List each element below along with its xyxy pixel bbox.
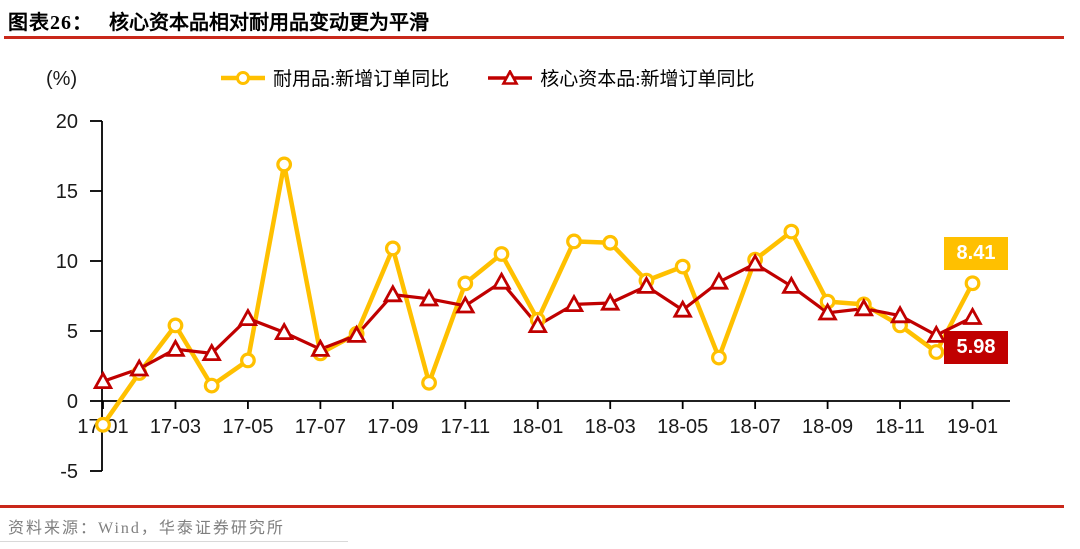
x-tick-label: 17-03	[150, 416, 201, 438]
series-line-0	[100, 162, 975, 428]
x-tick-label: 17-07	[295, 416, 346, 438]
marker-circle	[240, 352, 256, 369]
x-tick-label: 18-05	[657, 416, 708, 438]
title-rule-divider	[4, 36, 1064, 39]
marker-triangle	[817, 302, 838, 321]
marker-triangle	[527, 314, 548, 334]
y-tick-label: 5	[67, 321, 78, 343]
marker-triangle	[853, 297, 875, 317]
y-tick-label: 15	[56, 181, 78, 203]
marker-circle	[203, 377, 220, 394]
footer-rule-divider	[0, 505, 1064, 508]
marker-circle	[384, 240, 401, 257]
legend-item-durable: 耐用品:新增订单同比	[220, 64, 449, 91]
y-tick-label: 10	[56, 251, 78, 273]
marker-circle	[167, 317, 184, 334]
legend-item-core: 核心资本品:新增订单同比	[487, 64, 755, 91]
marker-circle	[457, 275, 474, 292]
marker-circle	[602, 234, 619, 251]
x-tick-label: 18-07	[730, 416, 781, 438]
marker-triangle	[889, 304, 911, 324]
figure-title-row: 图表26： 核心资本品相对耐用品变动更为平滑	[8, 6, 429, 35]
marker-triangle	[491, 271, 512, 290]
marker-circle	[674, 258, 691, 275]
marker-triangle	[418, 288, 440, 307]
y-axis-unit-label: (%)	[46, 68, 78, 90]
core-end-value-badge: 5.98	[944, 331, 1008, 364]
x-tick-label: 17-11	[440, 416, 490, 438]
marker-triangle	[708, 271, 730, 290]
marker-triangle	[962, 306, 983, 325]
marker-circle	[711, 349, 727, 366]
x-tick-label: 18-01	[512, 416, 563, 438]
marker-triangle	[781, 275, 802, 294]
marker-triangle	[92, 370, 114, 390]
figure-number: 图表26：	[8, 12, 93, 34]
x-tick-label: 18-11	[875, 416, 925, 438]
source-note: 资料来源：Wind，华泰证券研究所	[8, 520, 285, 537]
durable-end-value-badge: 8.41	[944, 237, 1008, 270]
marker-circle	[928, 344, 945, 360]
marker-circle	[493, 246, 510, 262]
marker-triangle	[926, 324, 947, 343]
marker-triangle	[129, 358, 150, 377]
core-line-triangle-icon	[488, 69, 533, 85]
legend-label-core: 核心资本品:新增订单同比	[540, 69, 755, 90]
x-tick-label: 18-03	[585, 416, 636, 438]
marker-circle	[964, 275, 981, 292]
figure-title: 核心资本品相对耐用品变动更为平滑	[109, 12, 429, 34]
marker-triangle	[636, 275, 657, 294]
marker-circle	[566, 233, 582, 250]
footer-underline	[0, 541, 348, 542]
x-tick-label: 17-05	[222, 416, 273, 438]
marker-circle	[95, 416, 111, 433]
marker-triangle	[310, 338, 331, 357]
marker-triangle	[201, 342, 222, 362]
y-tick-label: 20	[56, 111, 78, 133]
marker-triangle	[672, 299, 693, 318]
marker-triangle	[382, 283, 404, 303]
marker-triangle	[600, 292, 621, 311]
marker-triangle	[237, 307, 259, 327]
legend-label-durable: 耐用品:新增订单同比	[273, 69, 450, 90]
marker-circle	[276, 156, 293, 173]
x-tick-label: 17-09	[367, 416, 418, 438]
marker-triangle	[563, 293, 585, 313]
marker-triangle	[273, 321, 295, 341]
marker-triangle	[455, 295, 476, 314]
y-tick-label: -5	[60, 461, 78, 483]
marker-triangle	[165, 338, 186, 357]
marker-triangle	[744, 253, 766, 272]
chart-legend: 耐用品:新增订单同比 核心资本品:新增订单同比	[220, 64, 755, 91]
y-tick-label: 0	[67, 391, 78, 413]
marker-triangle	[346, 324, 367, 343]
x-tick-label: 19-01	[947, 416, 998, 438]
marker-circle	[783, 223, 800, 240]
x-tick-label: 18-09	[802, 416, 853, 438]
durable-line-circle-icon	[221, 70, 265, 85]
marker-circle	[421, 374, 437, 391]
